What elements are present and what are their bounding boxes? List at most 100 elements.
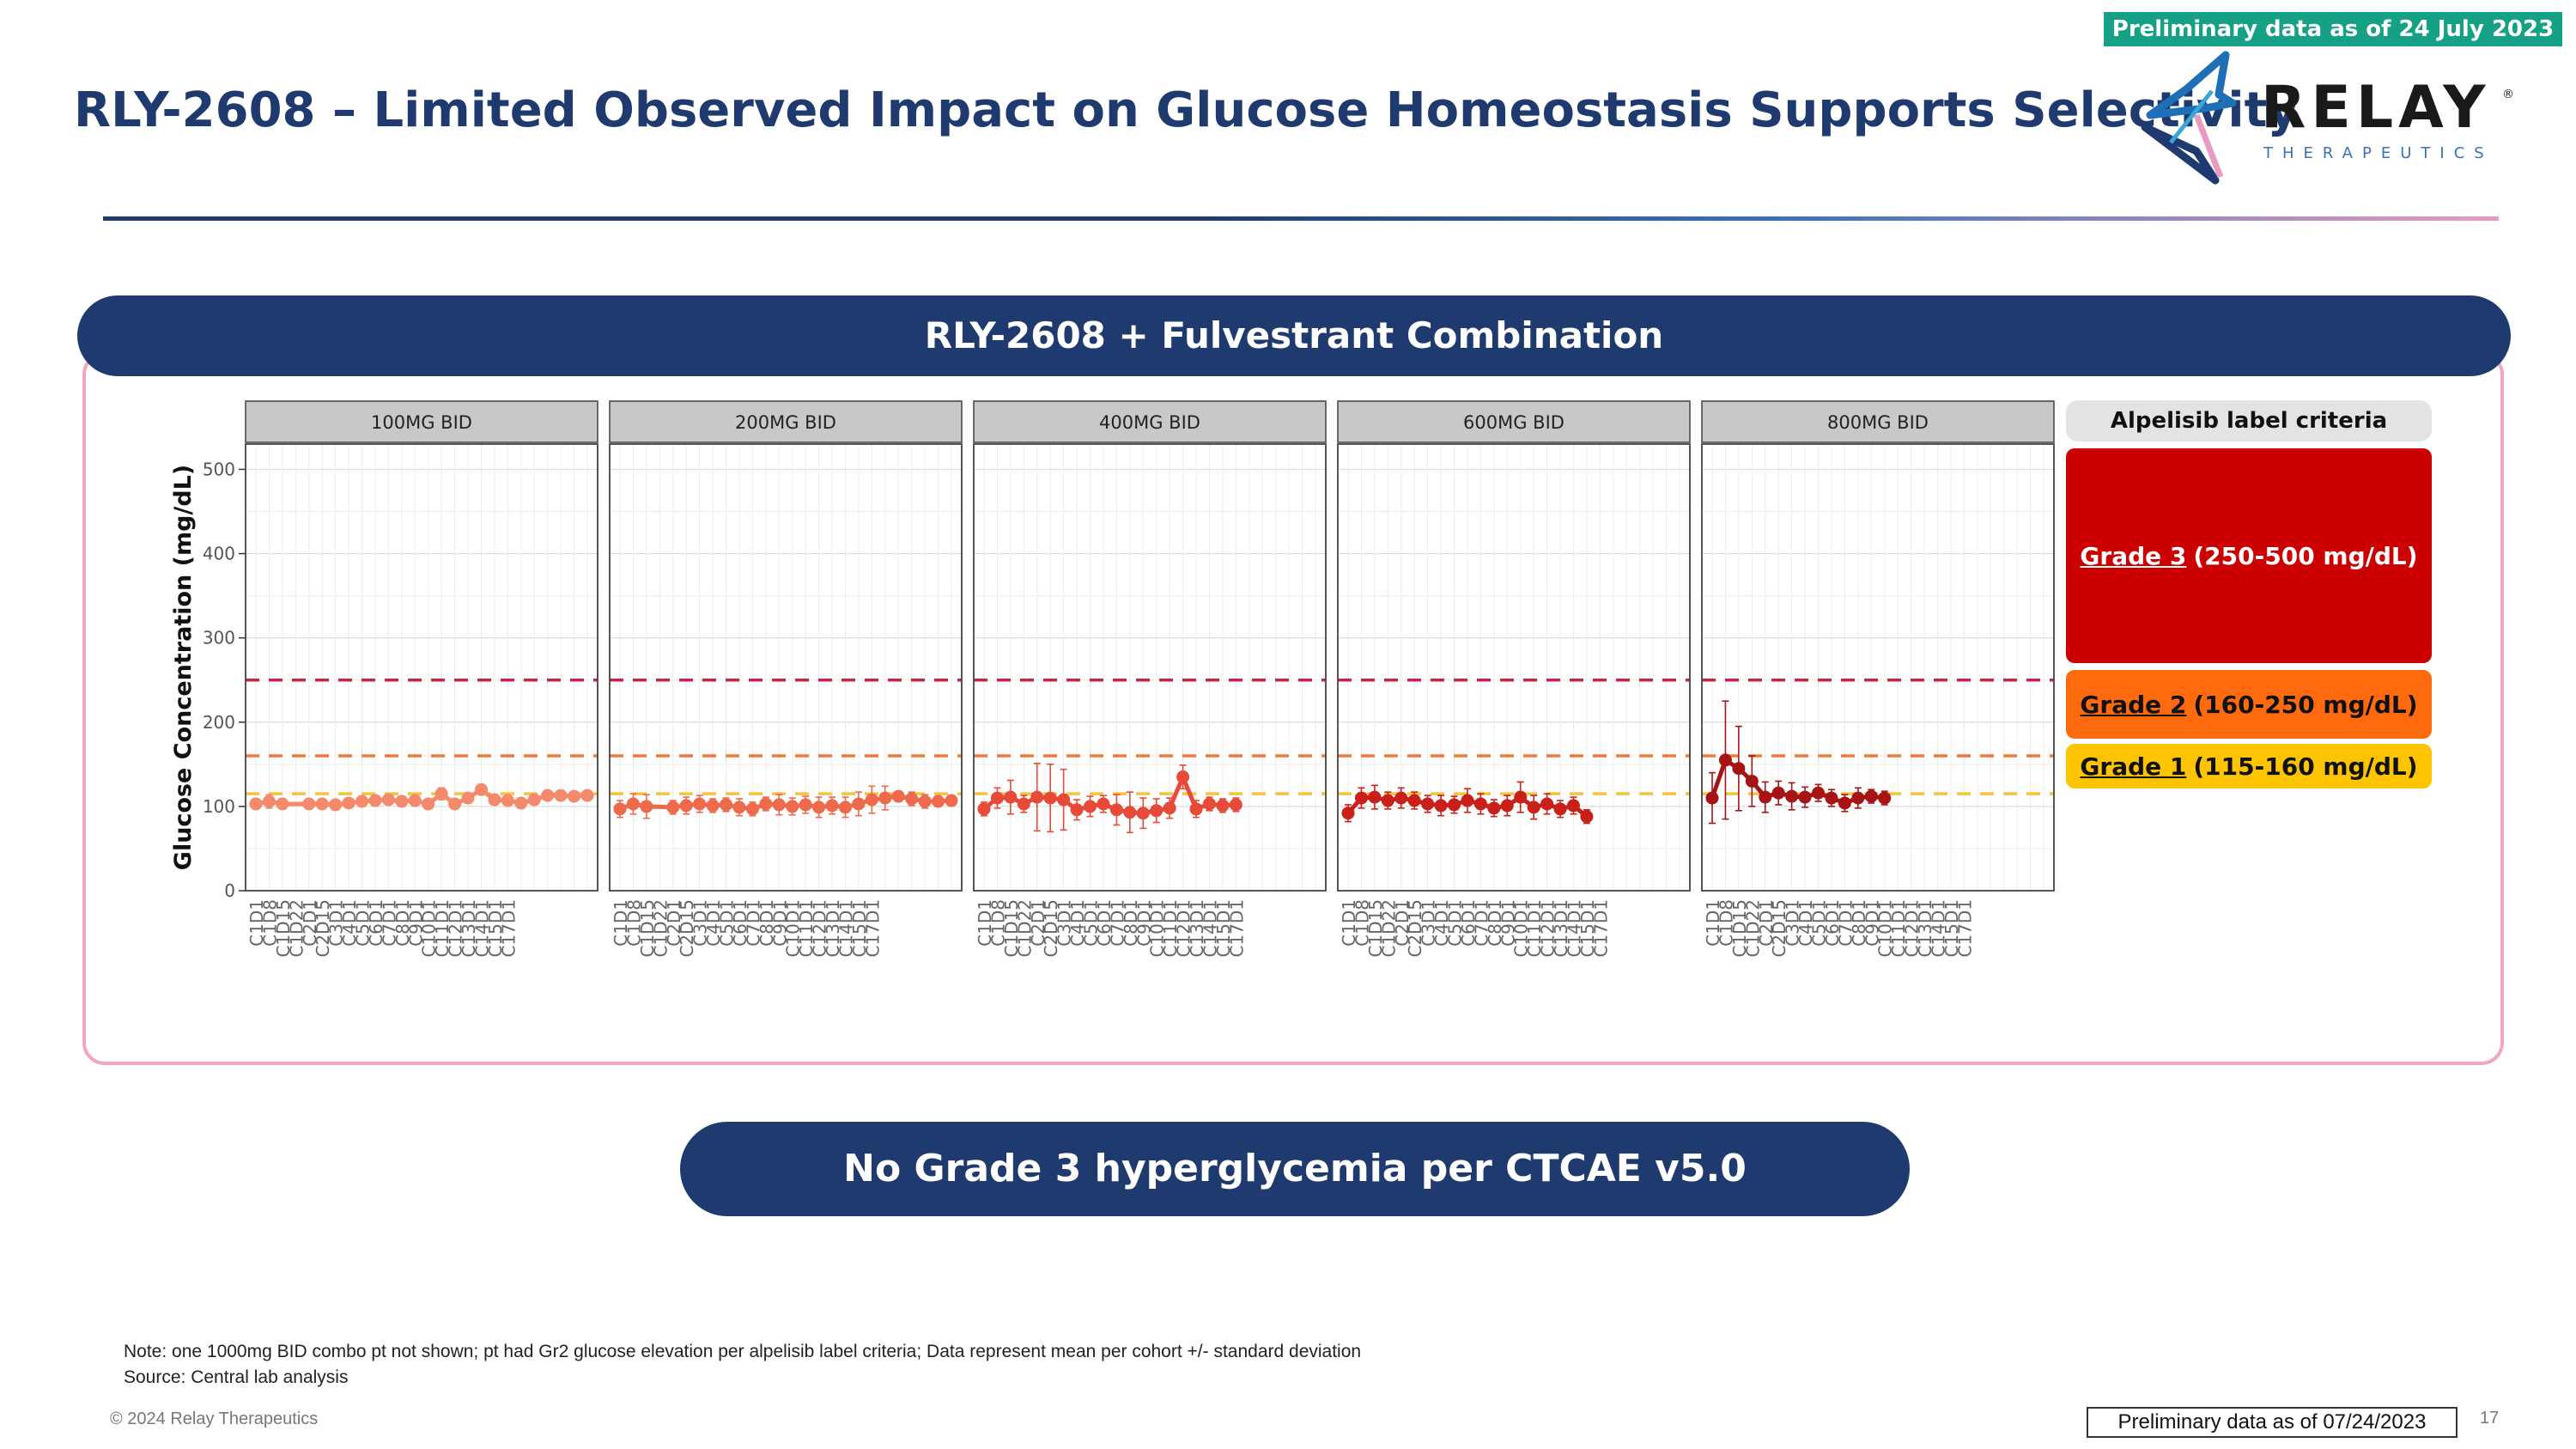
relay-logo-mark-icon [2141, 51, 2237, 185]
x-tick-label: C1D8 [987, 899, 1008, 947]
data-point [1341, 807, 1355, 820]
data-point [1785, 789, 1799, 803]
data-point [613, 802, 627, 816]
data-point [1878, 791, 1892, 805]
x-tick-label: C7D1 [1471, 899, 1492, 947]
data-point [1030, 790, 1044, 804]
data-point [527, 793, 541, 807]
data-point [732, 801, 746, 814]
x-tick-label: C8D1 [1485, 899, 1505, 947]
x-tick-label: C14D1 [835, 899, 856, 958]
grade-3-criterion: Grade 3 (250-500 mg/dL) [2066, 448, 2432, 663]
x-tick-label: C2D15 [1041, 899, 1061, 958]
x-tick-label: C2D15 [313, 899, 333, 958]
relay-logo: RELAY ® THERAPEUTICS [2141, 51, 2514, 185]
data-point [448, 797, 462, 811]
logo-wordmark: RELAY [2261, 74, 2491, 142]
data-point [812, 801, 826, 814]
data-point [1514, 790, 1528, 804]
x-tick-label: C11D1 [1888, 899, 1909, 958]
data-point [541, 788, 555, 802]
x-tick-label: C11D1 [796, 899, 817, 958]
data-point [1461, 794, 1474, 807]
data-point [474, 782, 488, 796]
data-point [1004, 790, 1018, 804]
data-point [302, 797, 316, 811]
facet-title: 200MG BID [735, 412, 836, 433]
grade-2-label: Grade 2 [2080, 690, 2187, 719]
data-point [1580, 810, 1594, 824]
grade-2-range: (160-250 mg/dL) [2193, 690, 2418, 719]
facet-strip [1337, 400, 1691, 443]
data-point [838, 801, 852, 814]
plot-area [1338, 444, 1690, 891]
facet-panel: 400MG BID C1D1C1D8C1D15C1D22C2D1C2D15C3D1… [973, 400, 1327, 958]
facet-panel: 800MG BID C1D1C1D8C1D15C1D22C2D1C2D15C3D1… [1701, 400, 2055, 958]
y-tick-label: 200 [203, 712, 235, 733]
data-point [666, 801, 680, 814]
x-tick-label: C4D1 [1431, 899, 1452, 947]
x-tick-label: C12D1 [1538, 899, 1558, 958]
page-number: 17 [2480, 1409, 2500, 1428]
x-tick-label: C12D1 [810, 899, 830, 958]
grade-3-label: Grade 3 [2080, 541, 2187, 570]
facet-strip [245, 400, 598, 443]
source-note: Source: Central lab analysis [124, 1367, 349, 1387]
facet-panel: 600MG BID C1D1C1D8C1D15C1D22C2D1C2D15C3D1… [1337, 400, 1691, 958]
y-tick-label: 100 [203, 796, 235, 817]
data-point [932, 795, 945, 808]
facet-strip [973, 400, 1327, 443]
data-point [1745, 774, 1759, 788]
x-tick-label: C2D1 [1756, 899, 1777, 947]
facet-title: 600MG BID [1463, 412, 1564, 433]
x-tick-label: C1D15 [1729, 899, 1750, 958]
x-tick-label: C10D1 [1511, 899, 1532, 958]
data-point [852, 797, 866, 811]
data-point [395, 795, 409, 808]
data-point [865, 793, 878, 807]
data-point [1838, 796, 1851, 810]
glucose-chart: Glucose Concentration (mg/dL) 0 100 200 300 4… [170, 400, 2055, 958]
data-point [329, 798, 343, 812]
x-tick-label: C1D8 [1716, 899, 1736, 947]
x-tick-label: C15D1 [1941, 899, 1962, 958]
panel-border [609, 443, 963, 892]
x-tick-label: C2D15 [1405, 899, 1425, 958]
x-tick-label: C1D8 [259, 899, 280, 947]
data-point [1798, 790, 1812, 804]
x-tick-label: C14D1 [1564, 899, 1584, 958]
data-point [1354, 791, 1368, 805]
data-point [276, 797, 289, 811]
x-tick-label: C1D1 [1339, 899, 1359, 947]
x-tick-label: C6D1 [1822, 899, 1843, 947]
x-tick-label: C8D1 [756, 899, 777, 947]
copyright: © 2024 Relay Therapeutics [110, 1409, 319, 1428]
x-tick-label: C15D1 [849, 899, 870, 958]
data-point [1718, 753, 1732, 767]
x-tick-label: C1D1 [611, 899, 631, 947]
data-point [355, 795, 369, 808]
x-tick-label: C7D1 [1835, 899, 1856, 947]
data-point [1057, 793, 1071, 807]
data-point [1189, 802, 1203, 816]
x-tick-label: C1D1 [246, 899, 267, 947]
data-point [342, 796, 355, 810]
x-tick-label: C10D1 [1147, 899, 1168, 958]
facet-title: 100MG BID [371, 412, 472, 433]
x-tick-label: C4D1 [339, 899, 360, 947]
plot-area [246, 444, 598, 891]
data-point [1421, 797, 1435, 811]
x-tick-label: C4D1 [703, 899, 724, 947]
x-tick-label: C1D15 [637, 899, 658, 958]
x-tick-label: C17D1 [498, 899, 519, 958]
x-tick-label: C13D1 [823, 899, 843, 958]
data-point [1553, 802, 1567, 816]
data-point [679, 799, 693, 813]
data-point [1043, 791, 1057, 805]
x-tick-label: C5D1 [353, 899, 374, 947]
facet-strip [609, 400, 963, 443]
data-point [461, 791, 475, 805]
data-point [706, 799, 720, 813]
data-point [745, 802, 759, 816]
x-tick-label: C13D1 [459, 899, 479, 958]
